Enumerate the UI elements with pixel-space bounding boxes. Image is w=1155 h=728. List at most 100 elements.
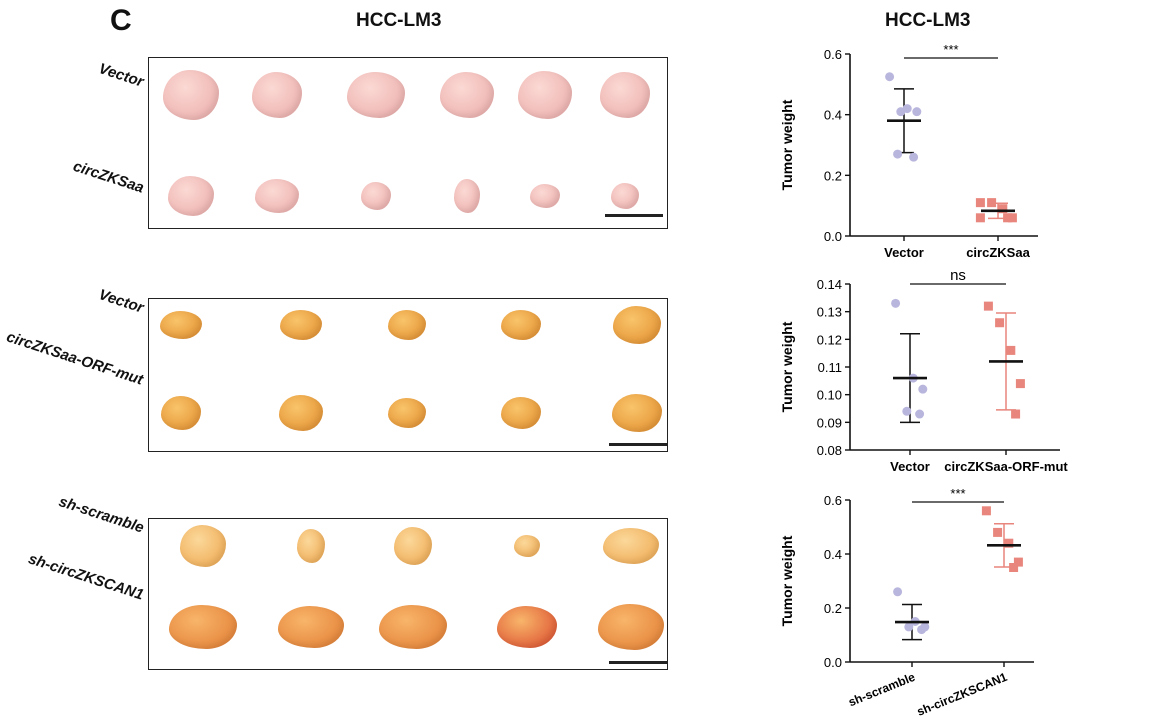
data-point [975,213,985,223]
y-axis-label: Tumor weight [779,321,795,412]
tumor-photo-2 [148,298,668,452]
tumor-sh-scramble [603,528,659,564]
tumor-sh-circzkscan1 [278,606,344,648]
y-tick-label: 0.6 [824,493,842,508]
data-point [891,298,901,308]
tumor-weight-chart-2: 0.08 0.09 0.10 0.11 0.12 0.13 0.14 Tumor weight… [779,270,1068,474]
y-tick-label: 0.09 [817,415,842,430]
data-point [987,198,997,208]
tumor-photo-1 [148,57,668,229]
x-tick-label: circZKSaa-ORF-mut [944,459,1068,474]
tumor-weight-chart-1: 0.0 0.2 0.4 0.6 Tumor weight Vector circZKSaa *… [779,42,1038,260]
scale-bar [605,214,663,217]
data-point [896,107,906,117]
row-label-orf-mut: circZKSaa-ORF-mut [4,328,146,389]
tumor-vector [518,71,572,119]
scale-bar [609,661,667,664]
y-axis-label: Tumor weight [779,99,795,190]
significance-label: *** [950,486,965,501]
y-tick-label: 0.11 [818,360,842,375]
row-label-vector-1: Vector [96,60,146,91]
data-point [1003,213,1013,223]
data-point [998,204,1008,214]
data-point [1004,538,1014,548]
tumor-vector [160,311,202,339]
data-point [1013,557,1023,567]
x-tick-label: Vector [884,245,924,260]
data-point [1007,213,1017,223]
data-point [917,625,927,635]
tumor-sh-scramble [297,529,325,563]
y-tick-label: 0.2 [824,601,842,616]
data-point [902,406,912,416]
y-axis-label: Tumor weight [779,535,795,626]
tumor-vector [440,72,494,118]
tumor-orf-mut [612,394,662,432]
data-point [1015,379,1025,389]
data-point [885,72,895,82]
data-point [915,409,925,419]
data-point [975,198,985,208]
tumor-sh-scramble [180,525,226,567]
tumor-vector [163,70,219,120]
data-point [981,506,991,516]
tumor-vector [252,72,302,118]
y-tick-label: 0.13 [817,305,842,320]
tumor-weight-chart-3: 0.0 0.2 0.4 0.6 Tumor weight sh-scramblesh-ci… [779,486,1034,719]
y-tick-label: 0.6 [824,47,842,62]
data-point [912,107,922,117]
y-tick-label: 0.0 [824,229,842,244]
data-point [893,587,903,597]
tumor-circzksaa [611,183,639,209]
significance-label: *** [943,42,958,57]
tumor-vector [388,310,426,340]
tumor-vector [501,310,541,340]
data-point [904,622,914,632]
x-tick-label: circZKSaa [966,245,1030,260]
data-point [918,384,928,394]
tumor-circzksaa [168,176,214,216]
tumor-sh-circzkscan1 [497,606,557,648]
tumor-vector [347,72,405,118]
y-tick-label: 0.2 [824,168,842,183]
y-tick-label: 0.4 [824,108,842,123]
data-point [909,152,919,162]
tumor-vector [280,310,322,340]
y-tick-label: 0.10 [817,388,842,403]
tumor-orf-mut [388,398,426,428]
tumor-sh-circzkscan1 [379,605,447,649]
data-point [1009,563,1019,572]
x-tick-label: sh-circZKSCAN1 [915,670,1010,719]
scale-bar [609,443,667,446]
tumor-vector [600,72,650,118]
tumor-sh-circzkscan1 [598,604,664,650]
tumor-sh-scramble [394,527,432,565]
panel-letter: C [110,4,132,37]
tumor-circzksaa [530,184,560,208]
data-point [1011,409,1021,419]
tumor-photo-3 [148,518,668,670]
data-point [993,527,1003,537]
row-label-sh-circzkscan1: sh-circZKSCAN1 [26,550,146,604]
x-tick-label: sh-scramble [846,670,917,710]
tumor-sh-circzkscan1 [169,605,237,649]
tumor-orf-mut [501,397,541,429]
tumor-circzksaa [255,179,299,213]
tumor-circzksaa [454,179,480,213]
x-tick-label: Vector [890,459,930,474]
y-tick-label: 0.08 [817,443,842,458]
tumor-orf-mut [161,396,201,430]
row-label-vector-2: Vector [96,286,146,317]
right-title: HCC-LM3 [885,10,971,31]
tumor-vector [613,306,661,344]
data-point [995,318,1005,328]
tumor-circzksaa [361,182,391,210]
row-label-sh-scramble: sh-scramble [56,493,146,537]
y-tick-label: 0.0 [824,655,842,670]
significance-label: ns [950,270,966,284]
data-point [893,149,903,159]
tumor-sh-scramble [514,535,540,557]
row-label-circzksaa: circZKSaa [70,157,146,197]
data-point [1006,345,1016,355]
tumor-orf-mut [279,395,323,431]
